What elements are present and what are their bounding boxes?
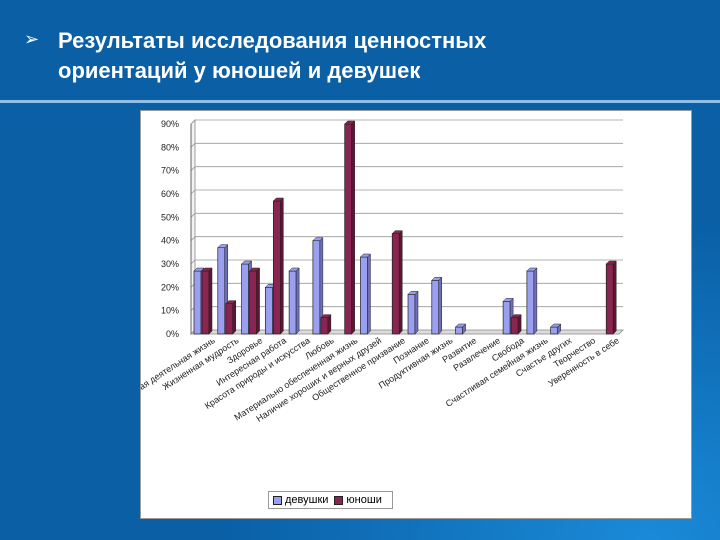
legend-label-boys: юноши xyxy=(346,494,382,506)
y-tick-label: 10% xyxy=(161,306,179,316)
bar xyxy=(193,270,202,335)
bar xyxy=(510,317,519,335)
bar-chart: 0%10%20%30%40%50%60%70%80%90%Активная де… xyxy=(141,119,624,424)
bar xyxy=(312,240,321,335)
gridline-depth xyxy=(190,259,196,265)
bar-side xyxy=(533,267,538,335)
bar-side xyxy=(256,267,260,335)
bar xyxy=(288,270,297,335)
y-tick-label: 70% xyxy=(161,166,179,176)
bar xyxy=(217,247,226,335)
bar-top xyxy=(320,314,332,318)
bar xyxy=(502,300,511,335)
bar-side xyxy=(280,197,284,335)
bar xyxy=(264,286,273,335)
bar-top xyxy=(217,244,229,248)
bar-top xyxy=(510,314,522,318)
bar xyxy=(225,303,234,335)
gridline-depth xyxy=(190,189,196,195)
bar xyxy=(249,270,257,335)
bar-top xyxy=(431,277,443,281)
bar-top xyxy=(391,230,403,234)
y-tick-label: 90% xyxy=(161,119,179,129)
bar-top xyxy=(201,267,213,272)
legend-swatch-girls xyxy=(273,495,282,505)
gridline-depth xyxy=(190,213,196,218)
bar xyxy=(360,256,368,335)
slide-title-line-1: Результаты исследования ценностных xyxy=(58,28,487,53)
legend-item-girls: девушки xyxy=(273,494,328,506)
gridline-depth xyxy=(190,119,196,125)
bar xyxy=(272,200,281,335)
gridline-depth xyxy=(190,166,196,171)
slide-header: ➢ Результаты исследования ценностных ори… xyxy=(0,0,720,100)
chart-legend: девушки юноши xyxy=(268,491,393,509)
bar-top xyxy=(193,267,205,272)
y-tick-label: 60% xyxy=(161,189,179,199)
y-tick-label: 0% xyxy=(166,329,179,339)
bar-top xyxy=(550,323,562,328)
bar-top xyxy=(359,253,372,258)
bar-side xyxy=(398,230,403,335)
bar-side xyxy=(612,260,617,335)
bar-top xyxy=(344,120,356,125)
bar-side xyxy=(208,267,213,335)
bar-top xyxy=(240,260,253,265)
bar xyxy=(550,326,559,335)
bar-side xyxy=(414,290,419,335)
header-divider xyxy=(0,100,720,103)
legend-label-girls: девушки xyxy=(285,494,329,506)
bar xyxy=(241,263,249,335)
bar-top xyxy=(312,237,324,241)
bar-top xyxy=(288,267,300,272)
bar xyxy=(201,270,210,335)
y-tick-label: 80% xyxy=(161,142,179,152)
y-tick-label: 40% xyxy=(161,236,179,246)
bar-top xyxy=(248,267,261,272)
bar-side xyxy=(351,120,355,335)
bar-top xyxy=(272,197,284,202)
y-tick-label: 30% xyxy=(161,259,179,269)
bar-side xyxy=(367,253,371,335)
chart-panel: 0% 10% 20% 30% 40% 50% 60% 70% 80% 90% Активная де… xyxy=(140,110,692,519)
gridline-depth xyxy=(190,236,196,241)
bar-top xyxy=(407,291,419,295)
bar xyxy=(391,233,400,335)
gridline-depth xyxy=(190,143,196,148)
legend-swatch-boys xyxy=(334,495,344,505)
bar xyxy=(431,279,440,335)
bar xyxy=(526,270,535,335)
bar xyxy=(605,263,614,335)
y-tick-label: 50% xyxy=(161,212,179,222)
bullet-arrow-icon: ➢ xyxy=(24,29,40,50)
bar-top xyxy=(526,267,538,272)
slide-title: Результаты исследования ценностных ориен… xyxy=(58,26,678,86)
bar xyxy=(344,123,353,335)
bar-top xyxy=(605,260,617,265)
bar-top xyxy=(225,300,237,304)
bar xyxy=(407,293,416,335)
slide-title-line-2: ориентаций у юношей и девушек xyxy=(58,58,421,83)
bar xyxy=(455,326,463,335)
y-tick-label: 20% xyxy=(161,282,179,292)
bar-top xyxy=(454,323,467,328)
bar-top xyxy=(502,298,514,302)
bar-side xyxy=(232,300,237,335)
bar-side xyxy=(295,267,300,335)
legend-item-boys: юноши xyxy=(334,494,382,506)
bar-side xyxy=(438,276,443,335)
bar xyxy=(320,317,329,335)
